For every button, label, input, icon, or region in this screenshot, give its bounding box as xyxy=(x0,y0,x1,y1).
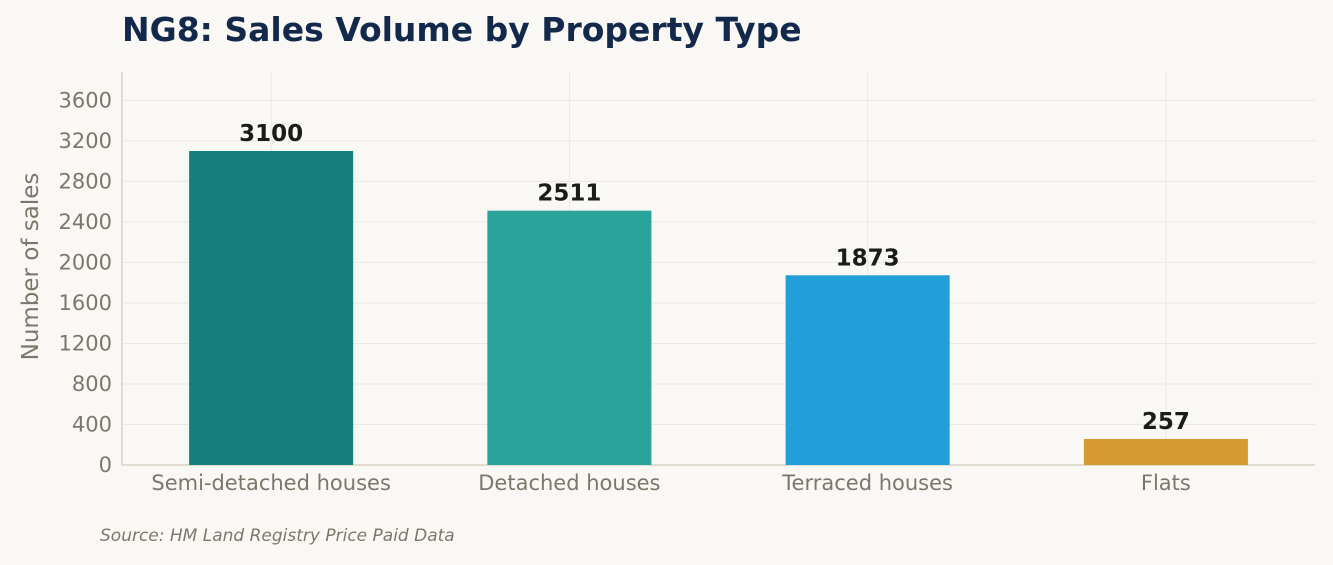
y-tick-label: 3600 xyxy=(59,88,112,112)
y-tick-label: 400 xyxy=(72,412,112,436)
bar-terraced-houses xyxy=(785,275,950,465)
bar-detached-houses xyxy=(487,210,652,465)
value-label: 257 xyxy=(1142,409,1190,435)
value-label: 3100 xyxy=(239,121,303,147)
y-tick-label: 2000 xyxy=(59,250,112,274)
x-tick-label: Flats xyxy=(1141,471,1191,495)
value-label: 2511 xyxy=(537,181,601,207)
x-tick-label: Detached houses xyxy=(478,471,660,495)
value-label: 1873 xyxy=(836,245,900,271)
bar-semi-detached-houses xyxy=(189,151,354,465)
y-tick-labels: 0 400 800 1200 1600 2000 2400 2800 3200 3600 xyxy=(59,88,112,477)
y-tick-label: 3200 xyxy=(59,129,112,153)
y-tick-label: 2400 xyxy=(59,210,112,234)
y-tick-label: 0 xyxy=(99,453,112,477)
y-tick-label: 800 xyxy=(72,372,112,396)
source-note: Source: HM Land Registry Price Paid Data xyxy=(100,526,455,546)
bars xyxy=(189,151,1248,465)
bar-flats xyxy=(1083,438,1248,465)
y-tick-label: 1600 xyxy=(59,291,112,315)
category-labels: Semi-detached houses Detached houses Terra… xyxy=(151,471,1191,495)
y-tick-label: 2800 xyxy=(59,169,112,193)
chart-title: NG8: Sales Volume by Property Type xyxy=(122,10,802,49)
x-tick-label: Terraced houses xyxy=(781,471,953,495)
value-labels: 3100 2511 1873 257 xyxy=(239,121,1190,435)
y-tick-label: 1200 xyxy=(59,331,112,355)
x-tick-label: Semi-detached houses xyxy=(151,471,391,495)
y-axis-title: Number of sales xyxy=(18,173,44,361)
